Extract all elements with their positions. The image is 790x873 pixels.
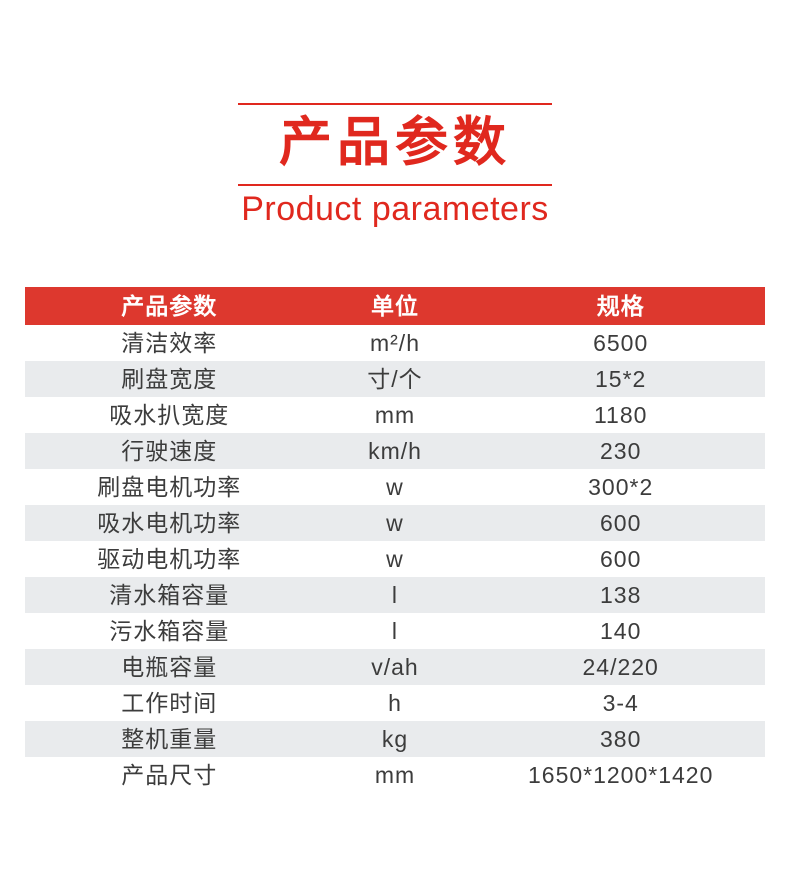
- param-label: 刷盘电机功率: [97, 474, 242, 500]
- param-label: 整机重量: [121, 726, 218, 752]
- param-value: 138: [600, 582, 642, 608]
- title-block: 产品参数 Product parameters: [0, 0, 790, 229]
- param-value: 15*2: [595, 366, 647, 392]
- param-unit: h: [388, 690, 402, 716]
- param-value: 1650*1200*1420: [527, 762, 714, 788]
- table-row: 工作时间 h 3-4: [25, 685, 765, 721]
- param-label: 污水箱容量: [109, 618, 230, 644]
- table-row: 刷盘电机功率 w 300*2: [25, 469, 765, 505]
- divider-line-bottom: [238, 184, 552, 186]
- param-label: 产品尺寸: [121, 762, 218, 788]
- param-value: 600: [600, 510, 642, 536]
- header-spec: 规格: [596, 293, 645, 319]
- param-value: 230: [600, 438, 642, 464]
- param-value: 1180: [593, 402, 648, 428]
- param-unit: mm: [374, 762, 416, 788]
- param-value: 140: [600, 618, 642, 644]
- param-value: 380: [600, 726, 642, 752]
- param-label: 电瓶容量: [121, 654, 218, 680]
- table-row: 吸水扒宽度 mm 1180: [25, 397, 765, 433]
- param-label: 吸水电机功率: [97, 510, 242, 536]
- param-unit: kg: [381, 726, 409, 752]
- table-row: 清水箱容量 l 138: [25, 577, 765, 613]
- spec-table: 产品参数 单位 规格 清洁效率 m²/h 6500 刷盘宽度 寸/个 15*2 …: [25, 287, 765, 793]
- param-unit: w: [386, 474, 404, 500]
- param-unit: v/ah: [371, 654, 419, 680]
- table-row: 清洁效率 m²/h 6500: [25, 325, 765, 361]
- param-label: 清水箱容量: [109, 582, 230, 608]
- param-label: 驱动电机功率: [97, 546, 242, 572]
- param-value: 6500: [593, 330, 649, 356]
- param-unit: 寸/个: [367, 366, 423, 392]
- header-param: 产品参数: [121, 293, 218, 319]
- param-value: 300*2: [588, 474, 654, 500]
- param-unit: w: [386, 510, 404, 536]
- param-label: 吸水扒宽度: [109, 402, 230, 428]
- param-label: 工作时间: [121, 690, 218, 716]
- page-title-zh: 产品参数: [279, 113, 511, 172]
- table-row: 刷盘宽度 寸/个 15*2: [25, 361, 765, 397]
- table-row: 产品尺寸 mm 1650*1200*1420: [25, 757, 765, 793]
- param-unit: mm: [374, 402, 416, 428]
- table-row: 行驶速度 km/h 230: [25, 433, 765, 469]
- divider-line-top: [238, 103, 552, 105]
- table-header-row: 产品参数 单位 规格: [25, 287, 765, 325]
- param-value: 3-4: [602, 690, 639, 716]
- table-row: 整机重量 kg 380: [25, 721, 765, 757]
- param-label: 行驶速度: [121, 438, 218, 464]
- table-row: 驱动电机功率 w 600: [25, 541, 765, 577]
- param-unit: w: [386, 546, 404, 572]
- header-unit: 单位: [370, 293, 419, 319]
- param-value: 24/220: [582, 654, 659, 680]
- param-unit: l: [391, 582, 399, 608]
- table-row: 吸水电机功率 w 600: [25, 505, 765, 541]
- table-row: 污水箱容量 l 140: [25, 613, 765, 649]
- page-title-en: Product parameters: [241, 190, 549, 228]
- param-unit: km/h: [368, 438, 422, 464]
- table-row: 电瓶容量 v/ah 24/220: [25, 649, 765, 685]
- param-label: 清洁效率: [121, 330, 218, 356]
- param-label: 刷盘宽度: [121, 366, 218, 392]
- param-unit: l: [391, 618, 399, 644]
- table-body: 清洁效率 m²/h 6500 刷盘宽度 寸/个 15*2 吸水扒宽度 mm 11…: [25, 325, 765, 793]
- param-value: 600: [600, 546, 642, 572]
- param-unit: m²/h: [369, 330, 420, 356]
